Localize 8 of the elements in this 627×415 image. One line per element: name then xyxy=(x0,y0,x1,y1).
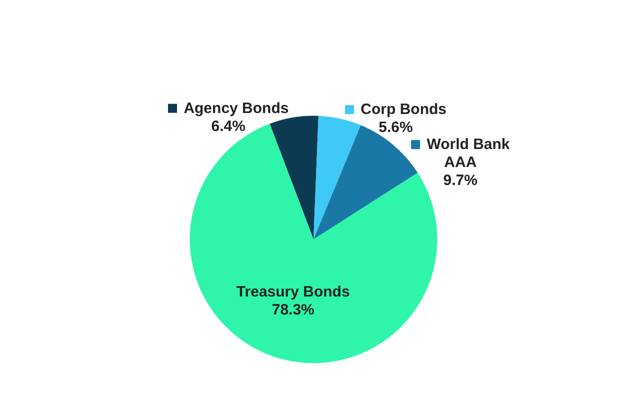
data-label: 78.3% xyxy=(272,301,314,318)
slice-label: Treasury Bonds xyxy=(236,283,350,300)
legend-label: World Bank AAA xyxy=(426,136,510,172)
data-label: 6.4% xyxy=(211,118,246,135)
data-label: 5.6% xyxy=(378,119,413,136)
data-label: 9.7% xyxy=(443,172,478,190)
legend-label: Agency Bonds xyxy=(184,100,289,117)
legend-label: Corp Bonds xyxy=(360,101,447,118)
